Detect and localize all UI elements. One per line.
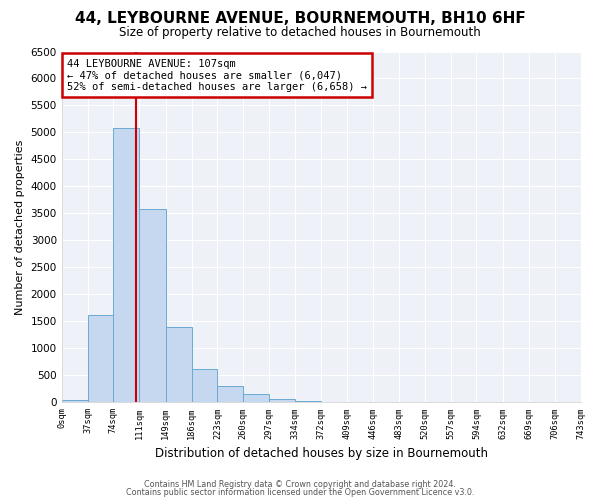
Bar bbox=[295, 401, 322, 402]
X-axis label: Distribution of detached houses by size in Bournemouth: Distribution of detached houses by size … bbox=[155, 447, 488, 460]
Bar bbox=[166, 326, 191, 402]
Text: Size of property relative to detached houses in Bournemouth: Size of property relative to detached ho… bbox=[119, 26, 481, 39]
Text: Contains HM Land Registry data © Crown copyright and database right 2024.: Contains HM Land Registry data © Crown c… bbox=[144, 480, 456, 489]
Bar bbox=[217, 386, 243, 402]
Bar bbox=[191, 370, 217, 402]
Bar bbox=[139, 209, 166, 402]
Bar bbox=[62, 400, 88, 402]
Text: Contains public sector information licensed under the Open Government Licence v3: Contains public sector information licen… bbox=[126, 488, 474, 497]
Bar bbox=[88, 315, 113, 402]
Y-axis label: Number of detached properties: Number of detached properties bbox=[15, 139, 25, 314]
Bar bbox=[243, 394, 269, 402]
Text: 44 LEYBOURNE AVENUE: 107sqm
← 47% of detached houses are smaller (6,047)
52% of : 44 LEYBOURNE AVENUE: 107sqm ← 47% of det… bbox=[67, 58, 367, 92]
Text: 44, LEYBOURNE AVENUE, BOURNEMOUTH, BH10 6HF: 44, LEYBOURNE AVENUE, BOURNEMOUTH, BH10 … bbox=[74, 11, 526, 26]
Bar bbox=[269, 398, 295, 402]
Bar bbox=[113, 128, 139, 402]
